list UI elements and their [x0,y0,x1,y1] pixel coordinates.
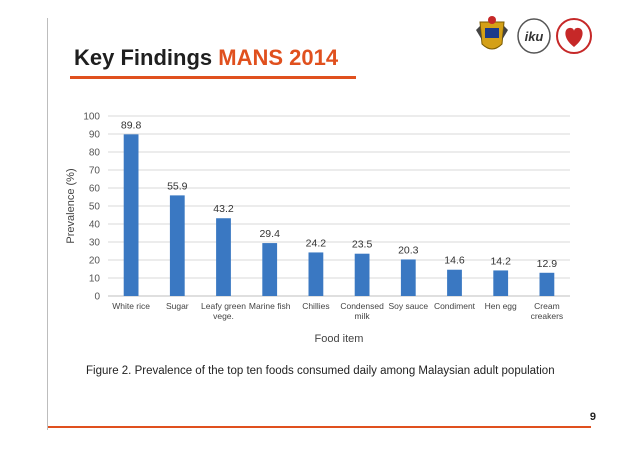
y-tick-label: 100 [83,112,100,123]
x-tick-label: Hen egg [485,301,517,311]
bar [262,243,278,296]
x-tick-label: Leafy green vege. [201,301,246,321]
x-tick-label-line: Condensed [340,301,384,311]
data-label: 14.2 [490,255,511,267]
x-tick-label-line: Marine fish [249,301,291,311]
bar [308,252,324,296]
y-tick-label: 20 [89,256,101,267]
y-tick-label: 0 [94,292,100,303]
bar [493,270,509,296]
data-label: 29.4 [259,228,280,240]
x-tick-label-line: Sugar [166,301,189,311]
logo-group: iku [476,16,592,54]
x-tick-label: Condensed milk [340,301,384,321]
x-tick-label-line: Leafy green [201,301,246,311]
figure-caption: Figure 2. Prevalence of the top ten food… [86,365,555,377]
y-tick-label: 40 [89,220,101,231]
data-label: 89.8 [121,119,142,131]
x-tick-label-line: vege. [213,311,234,321]
x-tick-label: Marine fish [249,301,291,311]
x-axis-title: Food item [315,333,364,345]
bar [123,134,139,296]
x-tick-label-line: Condiment [434,301,476,311]
x-tick-label: Soy sauce [388,301,428,311]
data-label: 20.3 [398,244,419,256]
bar [447,269,462,296]
data-label: 23.5 [352,239,373,251]
x-tick-label-line: White rice [112,301,150,311]
y-tick-label: 30 [89,238,101,249]
x-tick-label-line: creakers [531,311,564,321]
y-tick-label: 60 [89,184,101,195]
page-number: 9 [589,411,596,423]
title-accent-text: MANS 2014 [218,45,339,70]
slide-title: Key Findings MANS 2014 [74,45,338,71]
x-tick-label: Sugar [166,301,189,311]
x-tick-label-line: Chillies [302,301,329,311]
x-tick-label-line: Cream [534,301,560,311]
bar [354,253,370,296]
svg-text:iku: iku [525,29,544,44]
iku-logo: iku [517,18,551,54]
bar [216,218,231,296]
chart-container: 0 10 20 30 40 50 60 70 80 90 100 89.8 White rice 55.9… [60,100,590,355]
left-divider-line [47,18,48,430]
y-tick-label: 70 [89,166,101,177]
data-label: 12.9 [537,258,558,270]
x-tick-label-line: milk [355,311,371,321]
x-tick-label: Chillies [302,301,329,311]
y-tick-label: 10 [89,274,101,285]
footer-rule [48,426,591,428]
y-axis-title: Prevalence (%) [65,168,77,243]
data-label: 14.6 [444,255,465,267]
x-tick-label-line: Hen egg [485,301,517,311]
bar-chart: 0 10 20 30 40 50 60 70 80 90 100 89.8 White rice 55.9… [65,112,570,345]
title-underline [70,76,356,79]
title-main-text: Key Findings [74,45,219,70]
x-tick-label: White rice [112,301,150,311]
crest-logo [476,16,508,50]
x-tick-label: Condiment [434,301,476,311]
data-label: 24.2 [306,237,327,249]
y-tick-label: 80 [89,148,101,159]
bar [169,195,185,296]
y-tick-label: 50 [89,202,101,213]
x-tick-label-line: Soy sauce [388,301,428,311]
heart-logo [556,18,592,54]
data-label: 55.9 [167,180,188,192]
x-tick-label: Cream creakers [531,301,564,321]
bar [539,272,555,296]
bar [400,259,416,296]
data-label: 43.2 [213,203,234,215]
y-tick-label: 90 [89,130,101,141]
